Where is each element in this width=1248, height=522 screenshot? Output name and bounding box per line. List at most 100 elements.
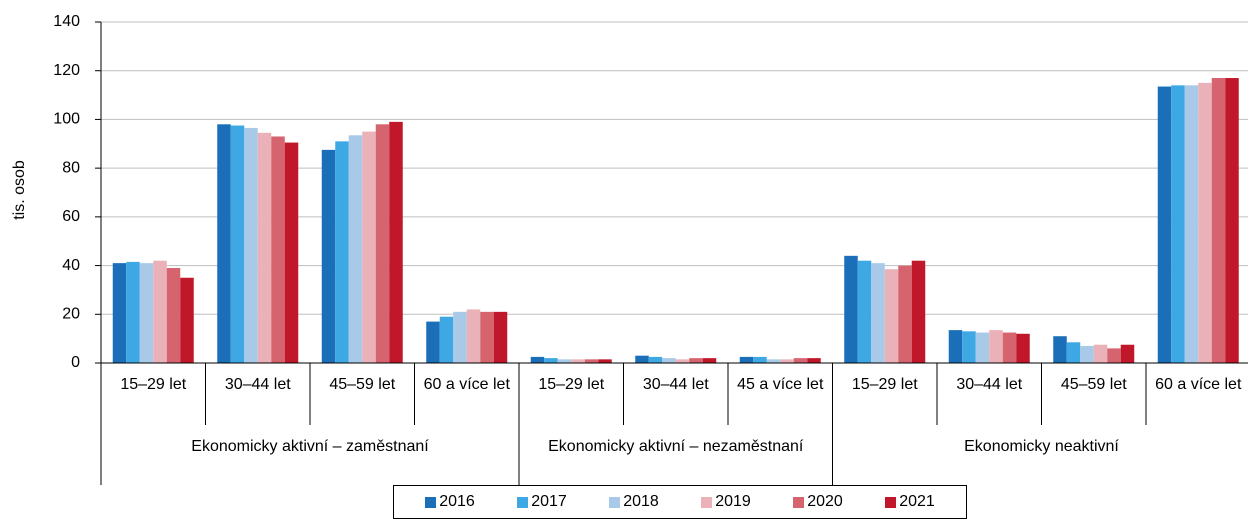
legend-item: 2020 [793, 493, 843, 511]
y-axis-label: tis. osob [11, 160, 28, 220]
bar [584, 359, 599, 363]
bar [1211, 78, 1226, 364]
bar [244, 127, 258, 363]
y-tick-label: 80 [62, 159, 80, 176]
bar [493, 311, 508, 363]
bar [166, 268, 181, 363]
legend-item: 2018 [609, 493, 659, 511]
bar [571, 359, 585, 363]
legend-item: 2021 [885, 493, 935, 511]
legend-label: 2017 [531, 493, 567, 510]
bar [1120, 344, 1135, 363]
x-tick-label: 45 a více let [737, 376, 824, 393]
bar [257, 132, 272, 363]
x-tick-label: 60 a více let [423, 376, 510, 393]
bar [962, 331, 976, 363]
bar [857, 260, 872, 363]
legend-item: 2017 [517, 493, 567, 511]
bar [557, 359, 572, 363]
bar [844, 255, 858, 363]
bar [1184, 85, 1199, 363]
y-tick-label: 40 [62, 257, 80, 274]
bar [321, 149, 336, 363]
bar [975, 332, 990, 363]
y-tick-label: 140 [53, 13, 80, 30]
bar [1225, 78, 1239, 364]
x-tick-label: 30–44 let [642, 376, 709, 393]
bar [871, 263, 885, 363]
bar [635, 355, 649, 363]
bar [480, 311, 494, 363]
x-tick-label: 45–59 let [329, 376, 396, 393]
x-tick-label: 60 a více let [1155, 376, 1242, 393]
bar [780, 359, 794, 363]
bar [530, 356, 545, 363]
group-label: Ekonomicky aktivní – nezaměstnaní [548, 438, 804, 455]
legend-swatch [701, 496, 713, 508]
bar [230, 125, 245, 364]
bar [689, 358, 703, 363]
bar [139, 263, 154, 363]
bar [335, 141, 349, 363]
bar [112, 263, 127, 363]
bar [153, 260, 167, 363]
legend-swatch [885, 496, 897, 508]
legend-swatch [517, 496, 529, 508]
y-tick-label: 20 [62, 306, 80, 323]
legend-label: 2018 [623, 493, 659, 510]
legend-item: 2019 [701, 493, 751, 511]
bar [466, 309, 481, 363]
group-label: Ekonomicky aktivní – zaměstnaní [191, 438, 429, 455]
legend-label: 2021 [899, 493, 935, 510]
bar [1016, 333, 1030, 363]
bar [793, 358, 808, 363]
bar [648, 356, 663, 363]
bar [375, 124, 390, 363]
bar [948, 330, 963, 363]
legend-label: 2019 [715, 493, 751, 510]
x-tick-label: 15–29 let [120, 376, 187, 393]
bar [439, 316, 454, 363]
bar [702, 358, 717, 363]
legend: 2016 2017 2018 2019 2020 2021 [393, 485, 967, 519]
bar [1198, 82, 1212, 364]
bar [753, 356, 767, 363]
bar [1002, 332, 1017, 363]
bar [180, 277, 194, 363]
bar [348, 135, 363, 363]
bar [1157, 86, 1172, 364]
bar [898, 265, 912, 363]
legend-swatch [793, 496, 805, 508]
bar [426, 321, 440, 363]
bar [911, 260, 926, 363]
bar [362, 131, 376, 363]
bar [544, 358, 558, 363]
x-tick-label: 45–59 let [1060, 376, 1127, 393]
bar [271, 136, 285, 363]
x-tick-label: 30–44 let [956, 376, 1023, 393]
bar [1093, 344, 1108, 363]
bar [389, 121, 403, 363]
bar [807, 358, 821, 363]
group-label: Ekonomicky neaktivní [964, 438, 1119, 455]
bar [739, 356, 754, 363]
y-tick-label: 60 [62, 208, 80, 225]
x-tick-label: 30–44 let [224, 376, 291, 393]
legend-label: 2020 [807, 493, 843, 510]
legend-swatch [425, 496, 437, 508]
y-tick-label: 120 [53, 62, 80, 79]
bar [1171, 85, 1185, 363]
x-tick-label: 15–29 let [538, 376, 605, 393]
bar [126, 261, 140, 363]
bar [284, 142, 299, 363]
bar [598, 359, 612, 363]
bar [675, 359, 690, 363]
bar [1080, 345, 1094, 363]
bar [1053, 336, 1067, 363]
y-tick-label: 100 [53, 111, 80, 128]
legend-label: 2016 [439, 493, 475, 510]
y-tick-label: 0 [71, 354, 80, 371]
bar [662, 358, 676, 363]
